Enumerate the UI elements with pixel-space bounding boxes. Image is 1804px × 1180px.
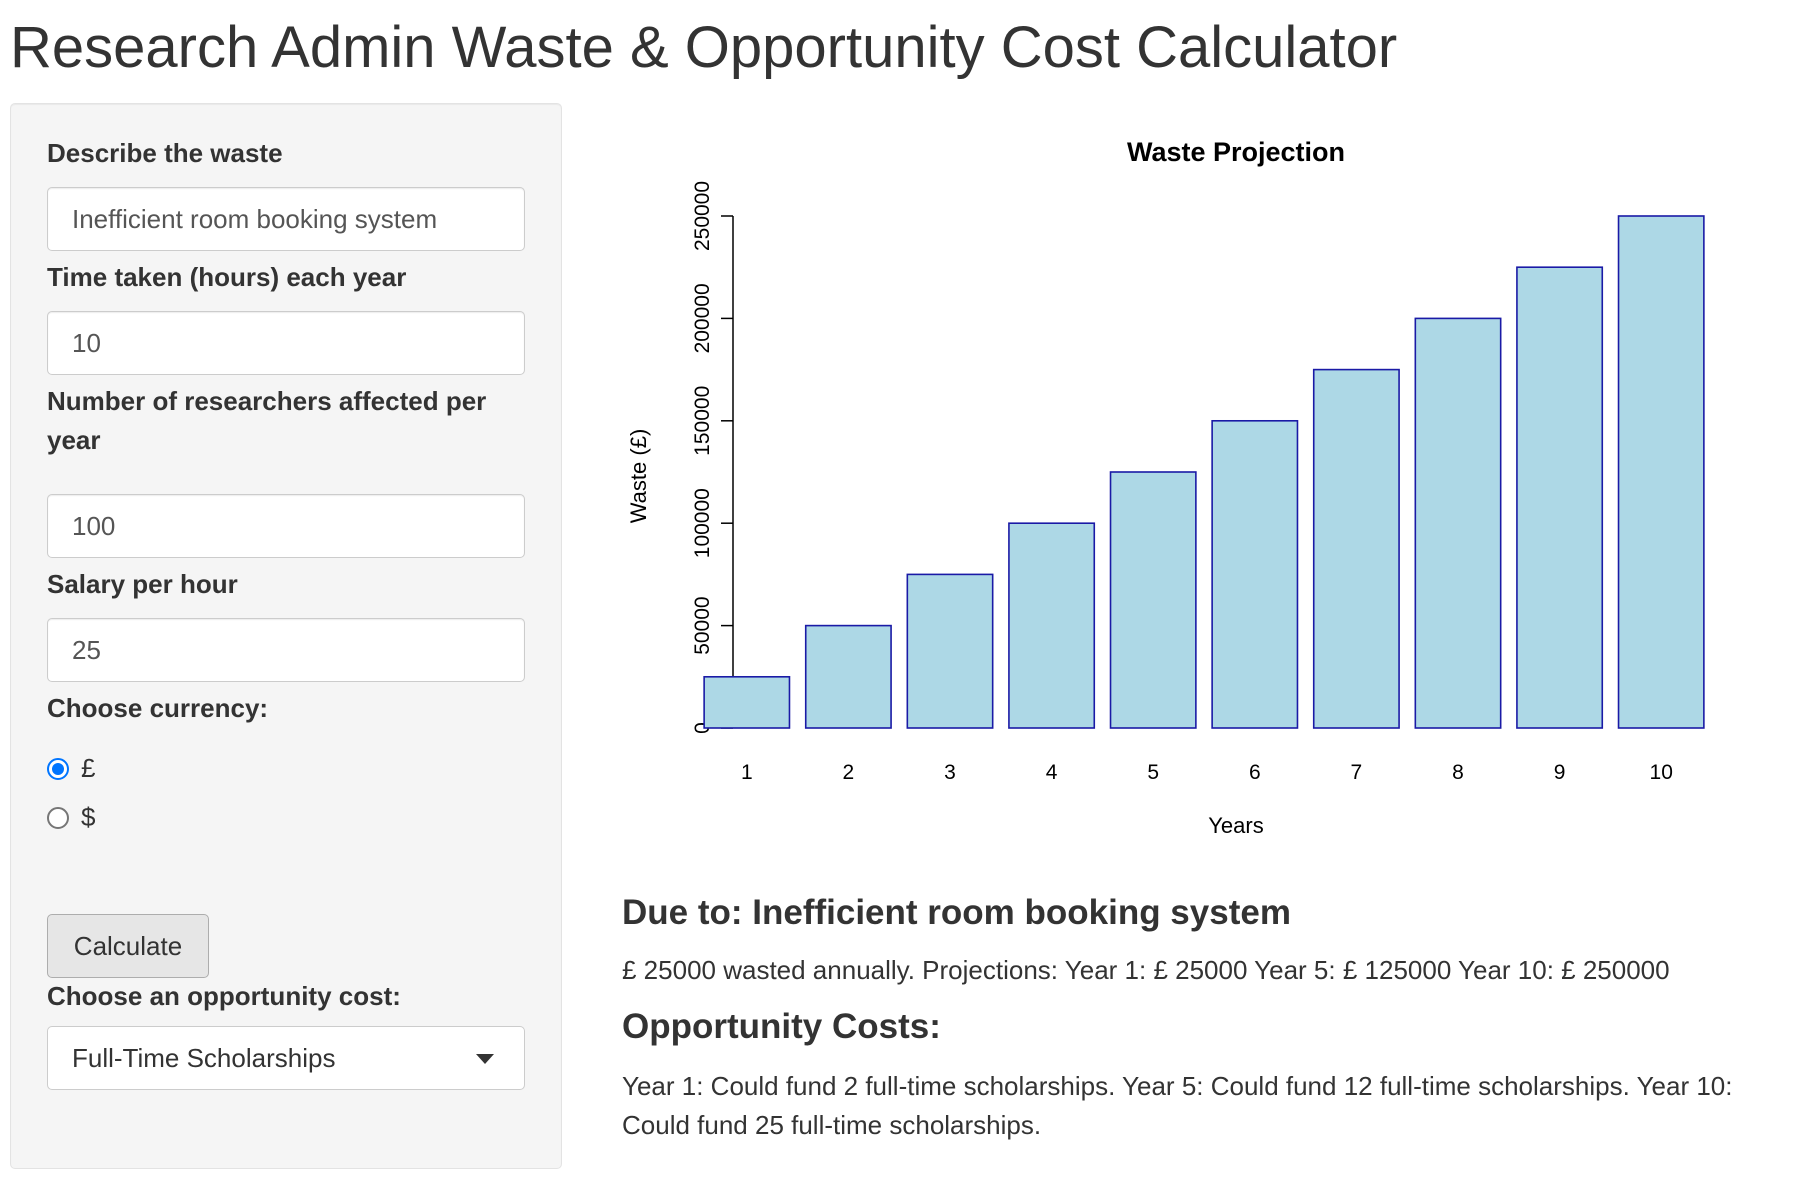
x-axis-labels: 1 2 3 4 5 6 7 8 9 10 <box>741 761 1673 784</box>
opportunity-text: Year 1: Could fund 2 full-time scholarsh… <box>622 1067 1732 1145</box>
calculate-button[interactable]: Calculate <box>47 914 209 978</box>
bar <box>1109 471 1197 729</box>
bar <box>703 675 791 729</box>
chart-svg: Waste Projection Waste (£) Years 0 50000 1… <box>626 137 1705 838</box>
bar <box>906 573 994 729</box>
y-tick-label: 100000 <box>691 488 714 558</box>
y-tick-label: 250000 <box>691 181 714 251</box>
waste-summary: £ 25000 wasted annually. Projections: Ye… <box>622 955 1670 985</box>
x-tick-label: 9 <box>1554 761 1566 784</box>
time-input[interactable] <box>47 311 525 375</box>
researchers-label-line2: year <box>47 425 101 455</box>
x-tick-label: 8 <box>1452 761 1464 784</box>
y-tick-label: 200000 <box>691 283 714 353</box>
waste-label: Describe the waste <box>47 138 283 168</box>
opportunity-heading: Opportunity Costs: <box>622 1007 941 1046</box>
currency-option-usd[interactable]: $ <box>47 802 95 833</box>
bar <box>1414 317 1502 729</box>
bar <box>804 624 892 729</box>
salary-label: Salary per hour <box>47 569 238 599</box>
y-tick-label: 0 <box>691 722 714 734</box>
radio-gbp[interactable] <box>47 757 69 780</box>
x-tick-label: 4 <box>1046 761 1058 784</box>
chevron-down-icon <box>476 1054 494 1064</box>
opportunity-label: Choose an opportunity cost: <box>47 981 401 1011</box>
bar <box>1211 419 1299 729</box>
page-title: Research Admin Waste & Opportunity Cost … <box>10 15 1398 80</box>
currency-option-usd-label: $ <box>81 802 96 832</box>
opportunity-select[interactable]: Full-Time Scholarships <box>47 1026 525 1090</box>
x-tick-label: 10 <box>1650 761 1673 784</box>
currency-option-gbp-label: £ <box>81 753 96 783</box>
x-axis-title: Years <box>1208 813 1263 838</box>
x-tick-label: 6 <box>1249 761 1261 784</box>
x-tick-label: 2 <box>843 761 855 784</box>
x-tick-label: 5 <box>1147 761 1159 784</box>
radio-usd[interactable] <box>47 806 69 829</box>
bars <box>703 215 1705 729</box>
bar <box>1008 522 1096 729</box>
opportunity-selected-value: Full-Time Scholarships <box>72 1043 336 1073</box>
bar <box>1516 266 1604 729</box>
input-panel: Describe the waste Time taken (hours) ea… <box>10 103 562 1169</box>
y-tick-label: 150000 <box>691 386 714 456</box>
x-tick-label: 7 <box>1351 761 1363 784</box>
opportunity-line-1: Year 1: Could fund 2 full-time scholarsh… <box>622 1071 1733 1101</box>
waste-projection-chart: Waste Projection Waste (£) Years 0 50000 1… <box>600 118 1740 858</box>
researchers-input[interactable] <box>47 494 525 558</box>
y-axis: 0 50000 100000 150000 200000 250000 <box>691 181 734 734</box>
y-axis-title: Waste (£) <box>626 429 651 524</box>
opportunity-line-2: Could fund 25 full-time scholarships. <box>622 1110 1042 1140</box>
currency-label: Choose currency: <box>47 693 269 723</box>
time-label: Time taken (hours) each year <box>47 262 407 292</box>
due-to-heading: Due to: Inefficient room booking system <box>622 893 1291 932</box>
y-tick-label: 50000 <box>691 596 714 654</box>
chart-title: Waste Projection <box>1127 137 1345 167</box>
waste-input[interactable] <box>47 187 525 251</box>
x-tick-label: 1 <box>741 761 753 784</box>
bar <box>1312 368 1400 729</box>
salary-input[interactable] <box>47 618 525 682</box>
x-tick-label: 3 <box>944 761 956 784</box>
researchers-label-line1: Number of researchers affected per <box>47 386 487 416</box>
bar <box>1617 215 1705 729</box>
currency-option-gbp[interactable]: £ <box>47 753 95 784</box>
researchers-label: Number of researchers affected per year <box>47 382 486 460</box>
